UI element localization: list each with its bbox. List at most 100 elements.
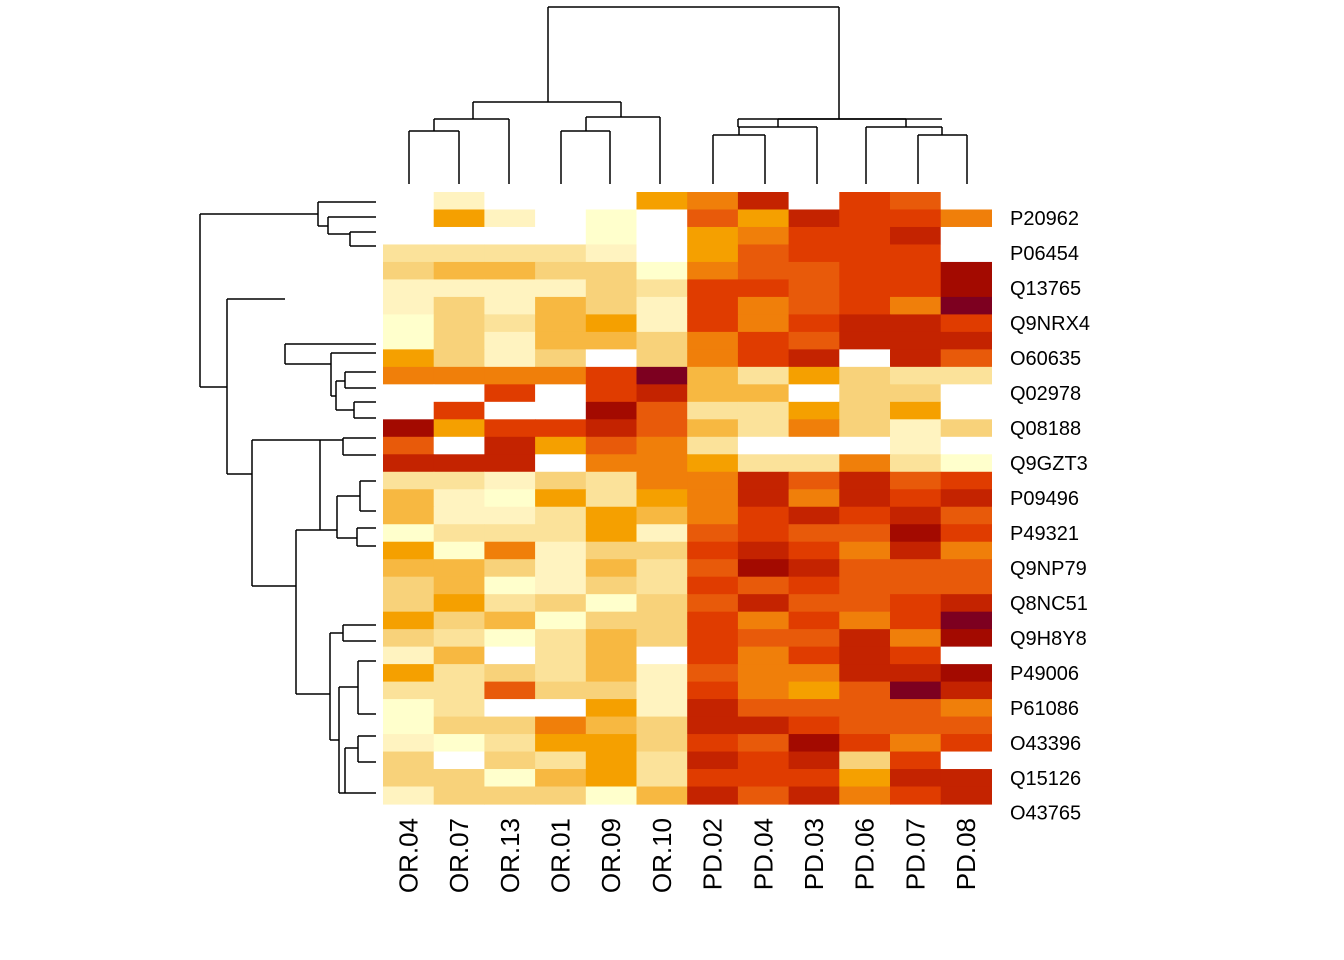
heatmap-cell <box>484 576 536 595</box>
heatmap-cell <box>788 664 840 683</box>
heatmap-cell <box>890 611 942 630</box>
heatmap-cell <box>585 611 638 630</box>
heatmap-cell <box>383 506 435 525</box>
heatmap-cell <box>585 681 638 700</box>
heatmap-cell <box>535 436 587 455</box>
heatmap-cell <box>433 296 485 315</box>
heatmap-cell <box>890 192 942 211</box>
heatmap-cell <box>535 751 587 770</box>
heatmap-cell <box>788 226 840 246</box>
heatmap-cell <box>737 786 790 805</box>
heatmap-cell <box>940 192 992 211</box>
heatmap-cell <box>383 454 435 473</box>
heatmap-cell <box>433 384 485 403</box>
heatmap-cell <box>788 419 840 438</box>
heatmap-cell <box>788 524 840 543</box>
heatmap-cell <box>890 296 942 315</box>
heatmap-cell <box>940 699 992 718</box>
heatmap-cell <box>687 576 739 595</box>
heatmap-cell <box>585 524 638 543</box>
heatmap-cell <box>788 699 840 718</box>
column-label: PD.04 <box>748 818 778 890</box>
heatmap-cell <box>788 576 840 595</box>
heatmap-cell <box>890 314 942 333</box>
heatmap-cell <box>940 629 992 648</box>
heatmap-cell <box>433 594 485 613</box>
heatmap-cell <box>636 209 688 228</box>
heatmap-cell <box>737 769 790 788</box>
column-label: OR.04 <box>393 818 423 893</box>
heatmap-cell <box>585 506 638 525</box>
heatmap-cell <box>433 226 485 246</box>
column-label: OR.01 <box>546 818 576 893</box>
heatmap-cell <box>433 436 485 455</box>
row-label: Q8NC51 <box>1010 593 1088 615</box>
heatmap-cell <box>737 419 790 438</box>
heatmap-cell <box>788 769 840 788</box>
heatmap-cell <box>839 751 891 770</box>
heatmap-cell <box>383 401 435 420</box>
heatmap-cell <box>687 751 739 770</box>
heatmap-cell <box>383 209 435 228</box>
heatmap-cell <box>484 699 536 718</box>
heatmap-cell <box>636 436 688 455</box>
heatmap-cell <box>940 594 992 613</box>
heatmap-cell <box>839 734 891 753</box>
heatmap-cell <box>940 786 992 805</box>
heatmap-cell <box>535 471 587 490</box>
row-label: Q9NRX4 <box>1010 313 1090 335</box>
heatmap-cell <box>687 192 739 211</box>
heatmap-cell <box>687 611 739 630</box>
heatmap-cell <box>890 209 942 228</box>
heatmap-cell <box>940 541 992 560</box>
heatmap-cell <box>636 244 688 263</box>
row-label: Q15126 <box>1010 768 1081 790</box>
heatmap-cell <box>535 506 587 525</box>
heatmap-cell <box>687 594 739 613</box>
heatmap-cell <box>383 349 435 368</box>
heatmap-cell <box>383 751 435 770</box>
heatmap-cell <box>839 366 891 385</box>
heatmap-cell <box>383 244 435 263</box>
row-label: P20962 <box>1010 208 1079 230</box>
heatmap-cell <box>585 349 638 368</box>
heatmap-cell <box>383 524 435 543</box>
heatmap-cell <box>585 454 638 473</box>
heatmap-cell <box>484 664 536 683</box>
heatmap-cell <box>890 419 942 438</box>
heatmap-cell <box>484 611 536 630</box>
heatmap-cell <box>636 664 688 683</box>
heatmap-cell <box>788 471 840 490</box>
heatmap-cell <box>433 699 485 718</box>
heatmap-cell <box>687 646 739 665</box>
heatmap-cell <box>687 734 739 753</box>
heatmap-cell <box>687 314 739 333</box>
heatmap-cell <box>890 594 942 613</box>
heatmap-cell <box>839 611 891 630</box>
heatmap-cell <box>890 786 942 805</box>
heatmap-cell <box>484 209 536 228</box>
row-dendrogram <box>199 201 376 794</box>
heatmap-cell <box>737 559 790 578</box>
heatmap-cell <box>839 699 891 718</box>
heatmap-cell <box>890 454 942 473</box>
heatmap-cells <box>383 192 992 805</box>
heatmap-cell <box>433 489 485 508</box>
heatmap-cell <box>535 611 587 630</box>
heatmap-cell <box>890 401 942 420</box>
heatmap-cell <box>433 279 485 298</box>
heatmap-cell <box>484 419 536 438</box>
heatmap-cell <box>636 646 688 665</box>
heatmap-cell <box>788 541 840 560</box>
heatmap-cell <box>636 279 688 298</box>
heatmap-cell <box>636 699 688 718</box>
heatmap-cell <box>839 261 891 281</box>
heatmap-cell <box>890 384 942 403</box>
heatmap-cell <box>585 629 638 648</box>
column-label: OR.10 <box>647 818 677 893</box>
row-label: Q13765 <box>1010 278 1081 300</box>
heatmap-cell <box>890 734 942 753</box>
heatmap-cell <box>788 716 840 735</box>
heatmap-cell <box>839 664 891 683</box>
heatmap-cell <box>687 454 739 473</box>
